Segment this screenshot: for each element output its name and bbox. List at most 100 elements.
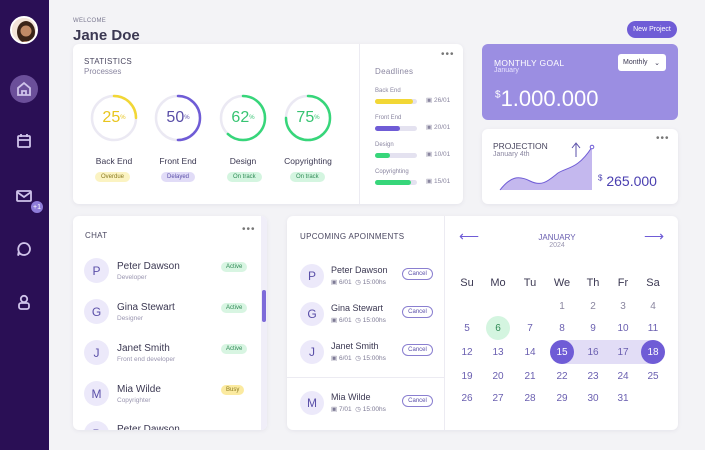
deadline-progress (375, 180, 417, 185)
contact-role: Copyrighter (117, 397, 151, 404)
cancel-button[interactable]: Cancel (402, 395, 433, 407)
calendar-day[interactable]: 7 (527, 322, 533, 334)
deadline-progress-fill (375, 99, 413, 104)
chat-contact[interactable]: M Mia Wilde Copyrighter Busy (84, 379, 259, 411)
progress-label: Front End (159, 156, 197, 166)
calendar-day[interactable]: 31 (617, 392, 629, 404)
chat-scroll-thumb[interactable] (262, 290, 266, 322)
status-badge: Busy (221, 385, 245, 395)
calendar-day[interactable]: 9 (590, 322, 596, 334)
chat-title: CHAT (85, 231, 108, 240)
chat-contact[interactable]: P Peter Dawson (84, 419, 259, 430)
more-options-icon[interactable]: ••• (441, 49, 455, 60)
calendar-day[interactable]: 26 (461, 392, 473, 404)
appointment-name: Peter Dawson (331, 265, 388, 275)
statistics-subtitle: Processes (84, 67, 122, 76)
calendar-day[interactable]: 15 (550, 340, 574, 364)
calendar-day[interactable]: 23 (587, 370, 599, 382)
calendar-day[interactable]: 29 (556, 392, 568, 404)
calendar-day[interactable]: 24 (617, 370, 629, 382)
contact-avatar: J (84, 340, 109, 365)
calendar-day[interactable]: 6 (486, 316, 510, 340)
deadline-progress (375, 126, 417, 131)
calendar-icon: ▣ (426, 151, 433, 158)
goal-title: MONTHLY GOAL (494, 58, 565, 68)
calendar-day[interactable]: 18 (641, 340, 665, 364)
nav-home[interactable] (10, 75, 38, 103)
status-badge: Active (221, 303, 248, 313)
calendar-day[interactable]: 30 (587, 392, 599, 404)
calendar-icon: ▣ (426, 97, 433, 104)
period-select[interactable]: Monthly ⌄ (618, 54, 666, 71)
new-project-button[interactable]: New Project (627, 21, 677, 38)
status-badge: Delayed (161, 172, 196, 182)
clock-icon: ◷ (355, 406, 361, 413)
prev-month-arrow-icon[interactable]: ⟵ (459, 228, 480, 244)
chat-contact[interactable]: J Janet Smith Front end developer Active (84, 338, 259, 370)
calendar-icon (17, 134, 31, 148)
calendar-day[interactable]: 12 (461, 346, 473, 358)
calendar-day[interactable]: 2 (590, 300, 596, 312)
mail-icon (16, 190, 32, 202)
next-month-arrow-icon[interactable]: ⟶ (644, 228, 665, 244)
more-options-icon[interactable]: ••• (242, 224, 256, 235)
contact-name: Janet Smith (117, 343, 170, 354)
calendar-day[interactable]: 28 (524, 392, 536, 404)
cancel-button[interactable]: Cancel (402, 344, 433, 356)
calendar-day[interactable]: 13 (492, 346, 504, 358)
divider (287, 377, 444, 378)
calendar-day[interactable]: 19 (461, 370, 473, 382)
calendar-day[interactable]: 22 (556, 370, 568, 382)
clock-icon: ◷ (355, 279, 361, 286)
projection-date: January 4th (493, 151, 530, 158)
page-title: Jane Doe (73, 27, 140, 44)
contact-role: Developer (117, 274, 147, 281)
clock-icon: ◷ (355, 355, 361, 362)
deadline-item: Design ▣ 10/01 (375, 142, 453, 158)
cancel-button[interactable]: Cancel (402, 306, 433, 318)
deadline-item: Back End ▣ 26/01 (375, 88, 453, 104)
selected-range (563, 340, 655, 364)
appointment-meta: ▣ 6/01 ◷ 15:00hs (331, 279, 386, 286)
chat-scrollbar[interactable] (261, 216, 267, 430)
calendar-day[interactable]: 5 (464, 322, 470, 334)
period-select-value: Monthly (623, 59, 648, 66)
calendar-day[interactable]: 27 (492, 392, 504, 404)
chat-contact[interactable]: G Gina Stewart Designer Active (84, 297, 259, 329)
deadline-date: ▣ 15/01 (426, 178, 451, 185)
calendar-day[interactable]: 16 (587, 346, 599, 358)
calendar-day[interactable]: 25 (647, 370, 659, 382)
appointment-name: Janet Smith (331, 341, 379, 351)
chat-contact[interactable]: P Peter Dawson Developer Active (84, 256, 259, 288)
contact-name: Mia Wilde (117, 384, 161, 395)
calendar-day[interactable]: 21 (524, 370, 536, 382)
goal-value: 1.000.000 (500, 86, 599, 111)
more-options-icon[interactable]: ••• (656, 133, 670, 144)
calendar-month: JANUARY (538, 233, 576, 242)
calendar-day[interactable]: 11 (647, 322, 659, 334)
calendar-day[interactable]: 20 (492, 370, 504, 382)
nav-mail[interactable]: +1 (10, 182, 44, 214)
projection-value: 265.000 (606, 173, 657, 189)
user-avatar[interactable] (10, 16, 38, 44)
nav-calendar[interactable] (10, 127, 38, 155)
contact-name: Gina Stewart (117, 302, 175, 313)
nav-profile[interactable] (10, 288, 38, 316)
calendar-day[interactable]: 14 (524, 346, 536, 358)
calendar-day[interactable]: 4 (650, 300, 656, 312)
calendar-day[interactable]: 10 (617, 322, 629, 334)
calendar-day[interactable]: 3 (620, 300, 626, 312)
cancel-button[interactable]: Cancel (402, 268, 433, 280)
calendar-day[interactable]: 17 (617, 346, 629, 358)
calendar-day[interactable]: 8 (559, 322, 565, 334)
appointment-meta: ▣ 6/01 ◷ 15:00hs (331, 355, 386, 362)
status-badge: Active (221, 262, 248, 272)
calendar-icon: ▣ (331, 317, 338, 324)
calendar-day[interactable]: 1 (559, 300, 565, 312)
divider (444, 216, 445, 430)
contact-name: Peter Dawson (117, 424, 180, 430)
projection-title: PROJECTION (493, 141, 548, 151)
nav-chat[interactable] (10, 235, 38, 263)
appointment-avatar: J (300, 340, 324, 364)
deadline-label: Back End (375, 88, 401, 94)
